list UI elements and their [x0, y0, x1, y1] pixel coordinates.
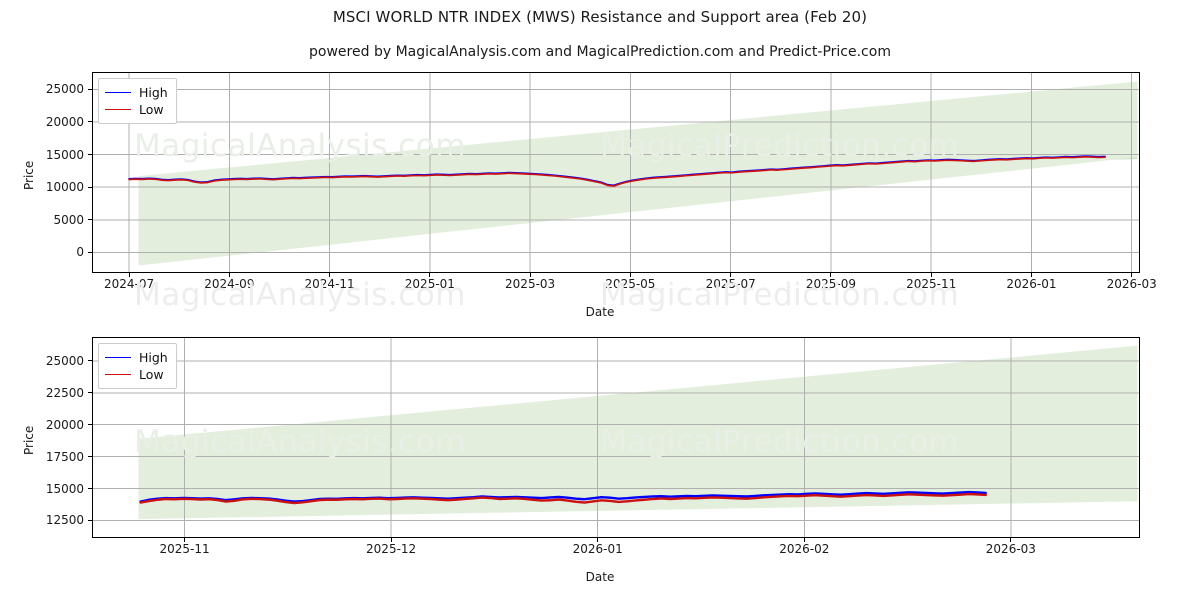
- x-tick-label: 2024-07: [104, 277, 155, 291]
- y-tick-mark: [88, 424, 92, 426]
- x-tick-label: 2025-01: [404, 277, 455, 291]
- legend-row-high: High: [105, 349, 168, 366]
- overview-plot-area: [92, 72, 1140, 273]
- x-tick-mark: [803, 538, 805, 542]
- y-tick-mark: [88, 154, 92, 156]
- legend-label-low: Low: [139, 102, 164, 117]
- y-tick-label: 22500: [45, 385, 84, 400]
- y-tick-label: 20000: [45, 417, 84, 432]
- legend-swatch-low: [105, 109, 131, 110]
- overview-chart-panel: High Low: [92, 72, 1140, 273]
- x-tick-mark: [184, 538, 186, 542]
- overview-legend: High Low: [98, 78, 177, 124]
- y-tick-mark: [88, 186, 92, 188]
- y-tick-mark: [88, 488, 92, 490]
- x-tick-mark: [1010, 538, 1012, 542]
- x-tick-label: 2024-09: [204, 277, 255, 291]
- y-tick-label: 20000: [45, 114, 84, 129]
- x-tick-mark: [329, 273, 331, 277]
- y-tick-label: 5000: [53, 212, 84, 227]
- legend-label-high: High: [139, 85, 168, 100]
- zoom-plot-svg: [93, 338, 1139, 537]
- x-tick-mark: [597, 538, 599, 542]
- x-tick-mark: [629, 273, 631, 277]
- zoom-x-axis-title: Date: [585, 570, 615, 584]
- legend-label-high: High: [139, 350, 168, 365]
- x-tick-label: 2025-11: [906, 277, 957, 291]
- x-tick-mark: [529, 273, 531, 277]
- y-tick-label: 15000: [45, 481, 84, 496]
- x-tick-mark: [830, 273, 832, 277]
- x-tick-label: 2026-03: [985, 542, 1036, 556]
- y-tick-label: 0: [76, 245, 84, 260]
- y-tick-mark: [88, 88, 92, 90]
- y-tick-label: 17500: [45, 449, 84, 464]
- legend-swatch-high: [105, 357, 131, 358]
- legend-label-low: Low: [139, 367, 164, 382]
- y-tick-mark: [88, 519, 92, 521]
- page-title: MSCI WORLD NTR INDEX (MWS) Resistance an…: [332, 8, 868, 26]
- x-tick-label: 2026-03: [1106, 277, 1157, 291]
- y-tick-label: 12500: [45, 513, 84, 528]
- y-tick-mark: [88, 121, 92, 123]
- x-tick-mark: [930, 273, 932, 277]
- x-tick-label: 2026-01: [1006, 277, 1057, 291]
- legend-row-low: Low: [105, 101, 168, 118]
- zoom-legend: High Low: [98, 343, 177, 389]
- x-tick-mark: [128, 273, 130, 277]
- y-tick-label: 15000: [45, 147, 84, 162]
- overview-x-axis-title: Date: [585, 305, 615, 319]
- x-tick-label: 2024-11: [304, 277, 355, 291]
- y-tick-mark: [88, 251, 92, 253]
- x-tick-label: 2025-12: [366, 542, 417, 556]
- y-tick-label: 10000: [45, 180, 84, 195]
- legend-swatch-low: [105, 374, 131, 375]
- x-tick-label: 2025-05: [605, 277, 656, 291]
- page-subtitle: powered by MagicalAnalysis.com and Magic…: [309, 44, 891, 60]
- y-tick-mark: [88, 456, 92, 458]
- overview-y-axis-title: Price: [22, 160, 36, 190]
- x-tick-mark: [390, 538, 392, 542]
- x-tick-label: 2025-03: [505, 277, 556, 291]
- x-tick-mark: [730, 273, 732, 277]
- x-tick-label: 2025-07: [705, 277, 756, 291]
- legend-row-low: Low: [105, 366, 168, 383]
- y-tick-mark: [88, 360, 92, 362]
- x-tick-mark: [228, 273, 230, 277]
- legend-row-high: High: [105, 84, 168, 101]
- x-tick-label: 2025-11: [159, 542, 210, 556]
- overview-plot-svg: [93, 73, 1139, 272]
- x-tick-mark: [429, 273, 431, 277]
- zoom-y-axis-title: Price: [22, 425, 36, 455]
- y-tick-mark: [88, 219, 92, 221]
- legend-swatch-high: [105, 92, 131, 93]
- y-tick-label: 25000: [45, 353, 84, 368]
- zoom-plot-area: [92, 337, 1140, 538]
- zoom-chart-panel: High Low: [92, 337, 1140, 538]
- x-tick-label: 2025-09: [805, 277, 856, 291]
- x-tick-mark: [1030, 273, 1032, 277]
- x-tick-label: 2026-01: [572, 542, 623, 556]
- y-tick-mark: [88, 392, 92, 394]
- y-tick-label: 25000: [45, 82, 84, 97]
- x-tick-mark: [1131, 273, 1133, 277]
- x-tick-label: 2026-02: [779, 542, 830, 556]
